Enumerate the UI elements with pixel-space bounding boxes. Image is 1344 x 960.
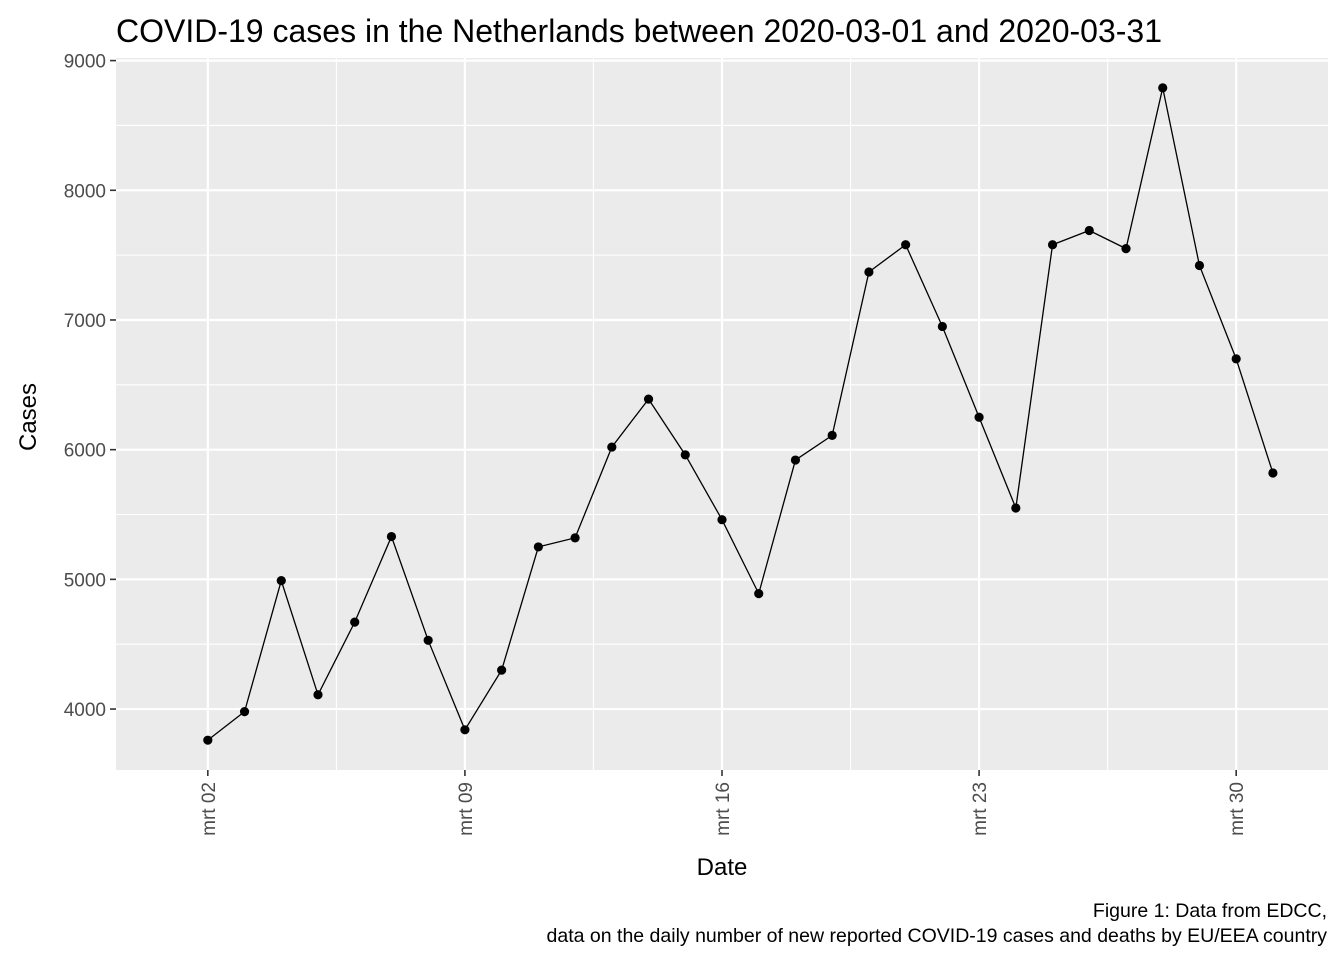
data-point [680, 450, 690, 460]
data-point [497, 665, 507, 675]
data-point [607, 442, 617, 452]
data-point [570, 533, 580, 543]
y-tick-label: 9000 [64, 52, 106, 73]
data-point [1121, 244, 1131, 254]
x-axis-title: Date [697, 854, 748, 881]
grid-major [116, 58, 1328, 770]
y-axis-title: Cases [15, 383, 42, 451]
data-point [1011, 503, 1021, 513]
x-tick-label: mrt 30 [1227, 782, 1248, 836]
data-point [460, 725, 470, 735]
y-tick-label: 7000 [64, 311, 106, 332]
data-point [239, 707, 250, 717]
x-tick-label: mrt 02 [199, 782, 220, 836]
x-tick-label: mrt 09 [456, 782, 477, 836]
data-point [643, 394, 654, 404]
data-point [717, 515, 727, 525]
caption-line-1: Figure 1: Data from EDCC, [1093, 900, 1327, 922]
data-point [790, 455, 801, 465]
x-tick-label: mrt 16 [713, 782, 734, 836]
data-point [1268, 468, 1278, 478]
data-point [1084, 225, 1094, 236]
series-line [207, 87, 1274, 741]
data-point [754, 589, 764, 599]
data-point [901, 240, 911, 250]
y-tick-label: 6000 [64, 441, 106, 462]
data-points [203, 83, 1278, 745]
chart-title: COVID-19 cases in the Netherlands betwee… [116, 13, 1162, 49]
data-point [1047, 240, 1058, 250]
data-point [937, 321, 947, 332]
y-tick-label: 8000 [64, 181, 106, 202]
caption-line-2: data on the daily number of new reported… [547, 925, 1328, 947]
x-tick-label: mrt 23 [970, 782, 991, 836]
x-axis: mrt 02 mrt 09 mrt 16 mrt 23 mrt 30 [199, 770, 1248, 836]
data-point [386, 531, 397, 542]
data-point [313, 690, 323, 700]
data-point [350, 617, 360, 627]
y-tick-label: 5000 [64, 570, 106, 591]
data-point [1231, 354, 1241, 364]
data-point [1158, 83, 1168, 93]
y-tick-label: 4000 [64, 700, 106, 721]
data-point [533, 542, 543, 552]
data-point [974, 412, 984, 422]
data-point [1194, 260, 1205, 271]
data-point [864, 267, 874, 277]
data-point [203, 735, 213, 745]
data-point [827, 430, 837, 440]
data-point [423, 635, 433, 645]
data-point [276, 576, 286, 586]
y-axis: 4000 5000 6000 7000 8000 9000 [64, 52, 116, 721]
